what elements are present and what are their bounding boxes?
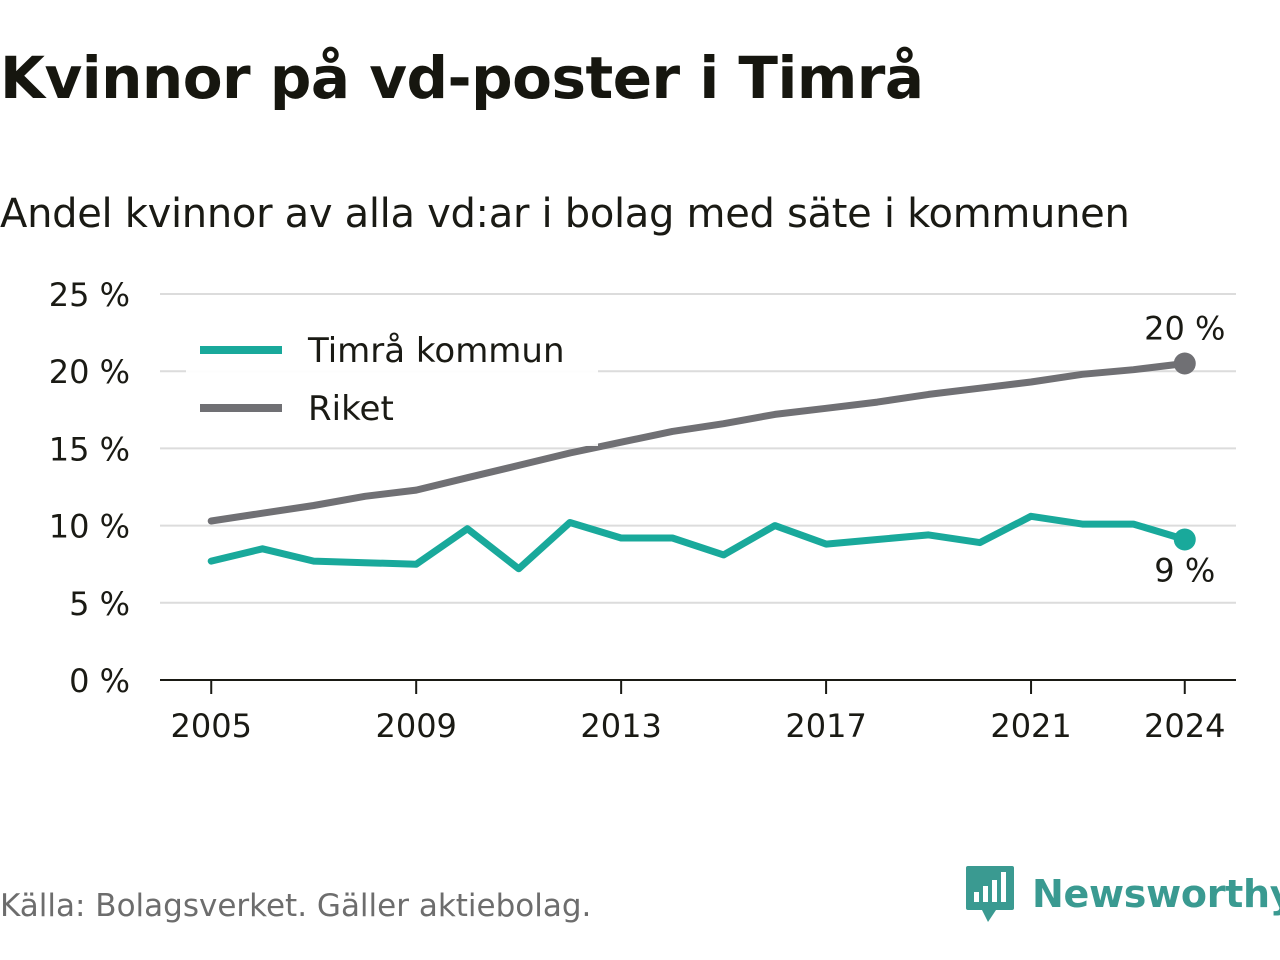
x-tick-label: 2005 xyxy=(171,707,252,745)
x-axis-ticks: 2005 2009 2013 2017 2021 2024 xyxy=(171,680,1225,745)
bar-chart-speech-bubble-icon xyxy=(966,866,1014,922)
legend: Timrå kommun Riket xyxy=(186,326,598,446)
x-tick-label: 2017 xyxy=(785,707,866,745)
end-label-riket: 20 % xyxy=(1144,309,1225,347)
end-label-timra: 9 % xyxy=(1154,551,1215,589)
y-tick-label: 15 % xyxy=(49,430,130,468)
chart-title: Kvinnor på vd-poster i Timrå xyxy=(0,44,924,112)
series-lines xyxy=(207,352,1196,573)
brand-name: Newsworthy xyxy=(1032,872,1280,916)
chart-subtitle: Andel kvinnor av alla vd:ar i bolag med … xyxy=(0,191,1130,237)
source-note: Källa: Bolagsverket. Gäller aktiebolag. xyxy=(0,888,592,924)
series-line-riket xyxy=(207,360,1189,525)
x-tick-label: 2009 xyxy=(375,707,456,745)
end-labels: 20 % 9 % xyxy=(1144,309,1225,589)
x-tick-label: 2021 xyxy=(990,707,1071,745)
x-tick-label: 2013 xyxy=(580,707,661,745)
series-end-point xyxy=(1173,528,1196,551)
legend-label: Riket xyxy=(308,389,394,429)
y-tick-label: 20 % xyxy=(49,353,130,391)
y-tick-label: 0 % xyxy=(69,662,130,700)
x-tick-label: 2024 xyxy=(1144,707,1225,745)
series-line-timra-kommun xyxy=(207,512,1189,573)
legend-label: Timrå kommun xyxy=(307,331,565,371)
y-tick-label: 25 % xyxy=(49,276,130,314)
line-chart: 0 %5 %10 %15 %20 %25 % 2005 2009 2013 2017 2… xyxy=(49,276,1236,745)
series-end-point xyxy=(1173,352,1196,375)
y-tick-label: 5 % xyxy=(69,585,130,623)
newsworthy-logo: Newsworthy xyxy=(964,864,1280,924)
y-tick-label: 10 % xyxy=(49,508,130,546)
y-axis-ticks: 0 % 5 % 10 % 15 % 20 % 25 % xyxy=(49,276,130,700)
